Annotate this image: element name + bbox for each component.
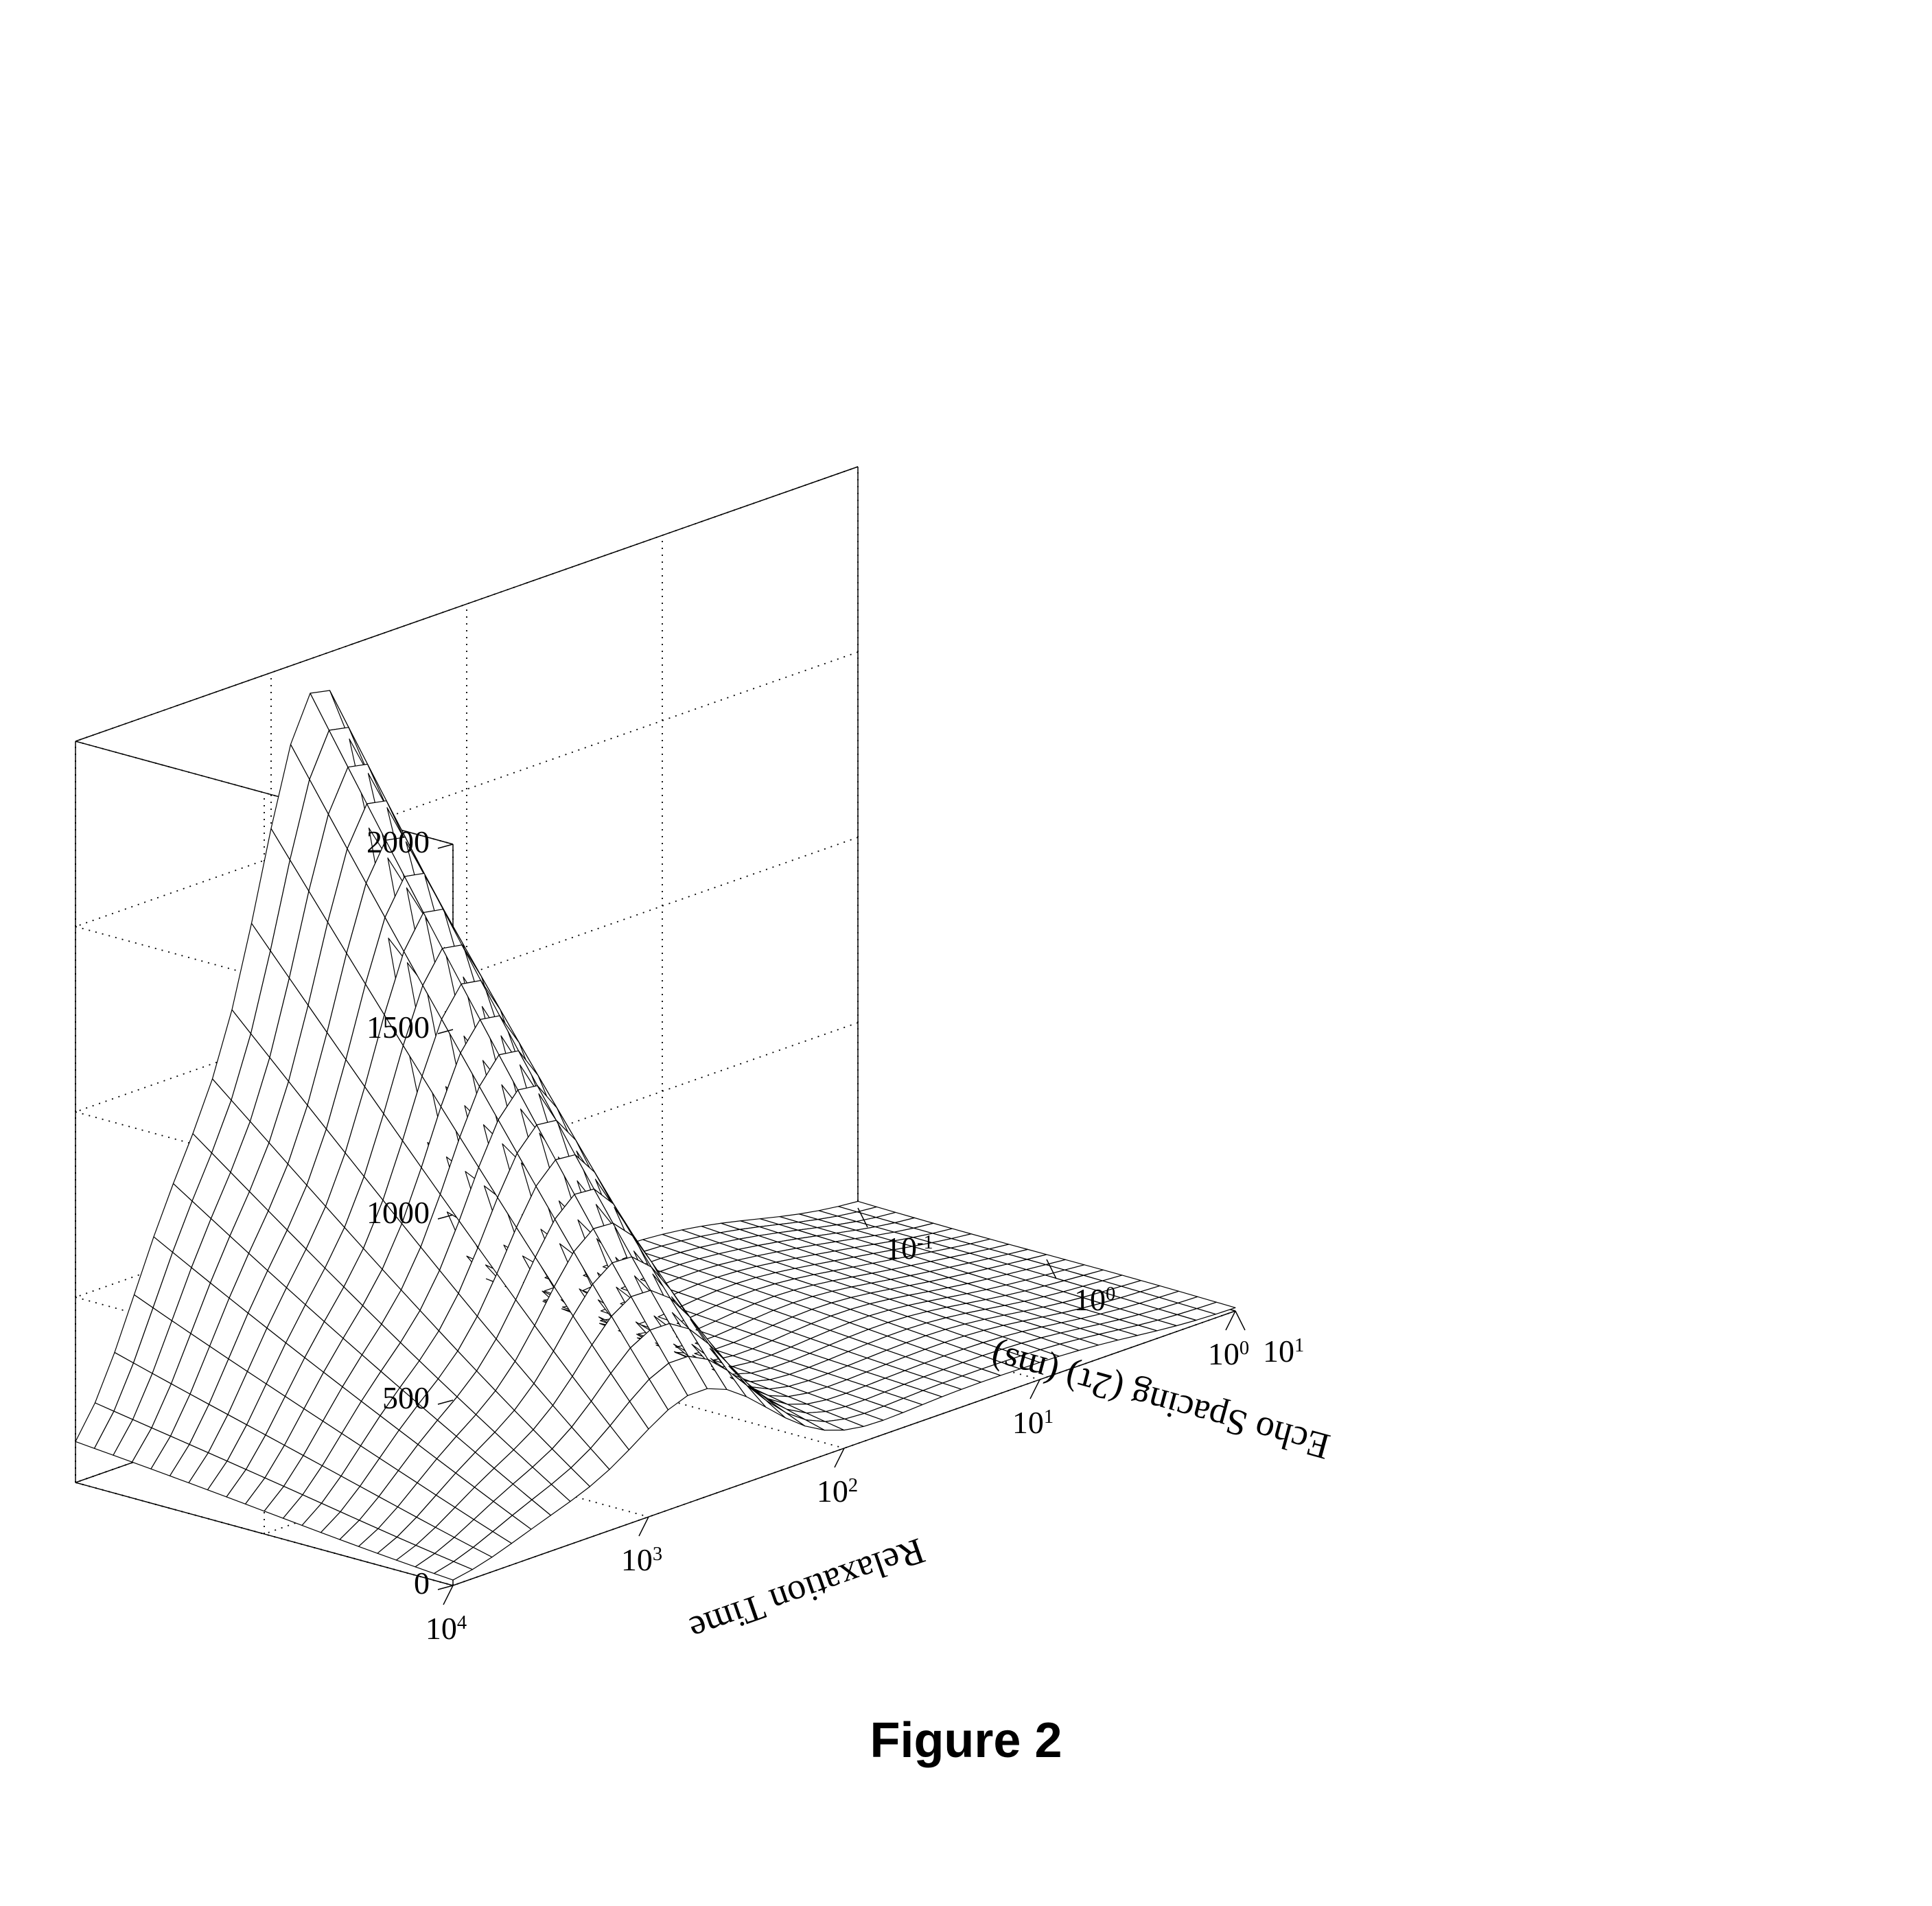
figure-caption: Figure 2 bbox=[870, 1713, 1062, 1768]
surface-plot-svg: 050010001500200010010110210310410-110010… bbox=[0, 0, 1932, 1906]
tick-label: 101 bbox=[1012, 1405, 1054, 1440]
x-axis-label: Relaxation Time bbox=[684, 1530, 930, 1650]
tick-label: 102 bbox=[817, 1474, 858, 1509]
tick-label: 100 bbox=[1208, 1336, 1249, 1371]
surface-mesh bbox=[75, 690, 1235, 1580]
figure-container: 050010001500200010010110210310410-110010… bbox=[0, 0, 1932, 1906]
tick-label: 1500 bbox=[366, 1010, 430, 1045]
tick-label: 500 bbox=[382, 1380, 430, 1415]
tick-label: 104 bbox=[426, 1611, 467, 1646]
tick-label: 101 bbox=[1263, 1334, 1304, 1369]
tick-label: 1000 bbox=[366, 1195, 430, 1230]
tick-label: 0 bbox=[414, 1566, 430, 1601]
tick-label: 103 bbox=[621, 1542, 662, 1577]
tick-label: 2000 bbox=[366, 824, 430, 859]
